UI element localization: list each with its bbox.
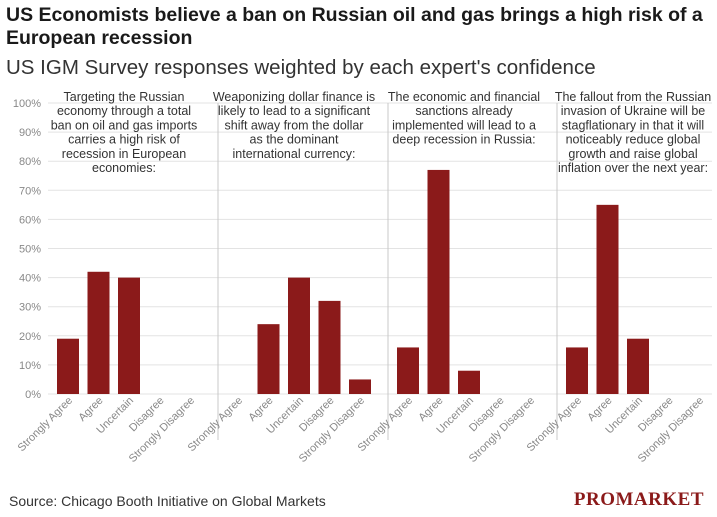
bar — [349, 379, 371, 394]
y-tick-label: 30% — [19, 302, 41, 314]
y-tick-label: 70% — [19, 185, 41, 197]
bar — [87, 271, 110, 394]
promarket-logo: PROMARKET — [573, 489, 704, 510]
bar — [458, 370, 480, 394]
y-tick-label: 40% — [19, 273, 41, 285]
bar — [566, 347, 588, 394]
bar — [596, 204, 619, 394]
y-tick-label: 50% — [19, 244, 41, 256]
y-tick-label: 80% — [19, 156, 41, 168]
category-label: Strongly Agree — [16, 395, 76, 455]
bar — [427, 169, 450, 394]
bar — [118, 277, 140, 394]
bar — [318, 300, 341, 394]
chart-title: US Economists believe a ban on Russian o… — [6, 4, 703, 49]
y-tick-label: 60% — [19, 214, 41, 226]
y-tick-label: 20% — [19, 331, 41, 343]
category-label: Agree — [585, 395, 614, 424]
y-tick-label: 0% — [25, 389, 41, 401]
y-tick-label: 10% — [19, 360, 41, 372]
bar — [257, 324, 280, 394]
panel-title: Weaponizing dollar finance is likely to l… — [213, 90, 375, 161]
y-tick-label: 90% — [19, 127, 41, 139]
bar — [57, 338, 79, 394]
bar-chart-panels: 0% 10% 20% 30% 40% 50% 60% 70% 80% 90% 100% Targeti… — [13, 90, 712, 465]
y-tick-label: 100% — [13, 98, 41, 110]
bar — [288, 277, 310, 394]
source-note: Source: Chicago Booth Initiative on Glob… — [9, 493, 326, 509]
panel-title: Targeting the Russian economy through a t… — [51, 90, 198, 175]
category-label: Agree — [416, 395, 445, 424]
chart-subtitle: US IGM Survey responses weighted by each… — [6, 56, 596, 79]
category-label: Agree — [76, 395, 105, 424]
category-label: Agree — [246, 395, 275, 424]
panel-title: The economic and financial sanctions alre… — [388, 90, 540, 147]
bar — [627, 338, 649, 394]
bar — [397, 347, 419, 394]
panel-title: The fallout from the Russian invasion of … — [555, 90, 711, 175]
